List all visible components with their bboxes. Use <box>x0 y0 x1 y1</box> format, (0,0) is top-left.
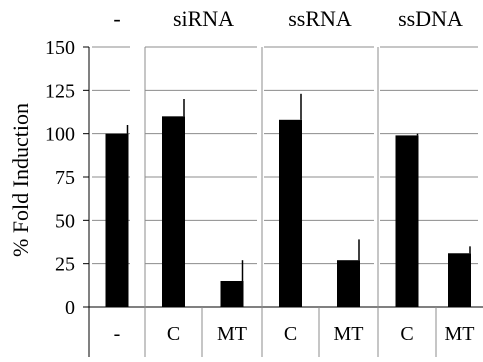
y-tick-label: 125 <box>45 80 75 102</box>
bar <box>337 260 360 307</box>
category-label: C <box>167 323 180 345</box>
bar <box>105 133 129 307</box>
y-tick-label: 75 <box>55 167 75 189</box>
y-axis: 0 25 50 75 100 125 150 <box>45 37 483 357</box>
bar <box>448 253 471 307</box>
group-dividers <box>144 47 437 357</box>
bar <box>162 116 185 307</box>
category-label: - <box>114 323 121 345</box>
y-tick-label: 100 <box>45 124 75 146</box>
y-tick-label: 0 <box>65 297 75 319</box>
category-label: MT <box>217 323 247 345</box>
y-tick-label: 150 <box>45 37 75 59</box>
group-label: ssDNA <box>398 6 463 31</box>
category-label: MT <box>334 323 364 345</box>
group-label: - <box>113 6 120 31</box>
category-labels: - C MT C MT C MT - siRNA ssRNA ssDNA <box>113 6 474 345</box>
y-axis-label: % Fold Induction <box>8 103 33 257</box>
bar <box>395 135 419 307</box>
y-tick-label: 50 <box>55 210 75 232</box>
y-tick-label: 25 <box>55 254 75 276</box>
group-label: siRNA <box>173 6 234 31</box>
bar <box>220 281 244 307</box>
group-label: ssRNA <box>288 6 352 31</box>
bars <box>105 93 471 307</box>
category-label: C <box>400 323 413 345</box>
bar <box>279 119 302 307</box>
category-label: MT <box>445 323 475 345</box>
category-label: C <box>284 323 297 345</box>
